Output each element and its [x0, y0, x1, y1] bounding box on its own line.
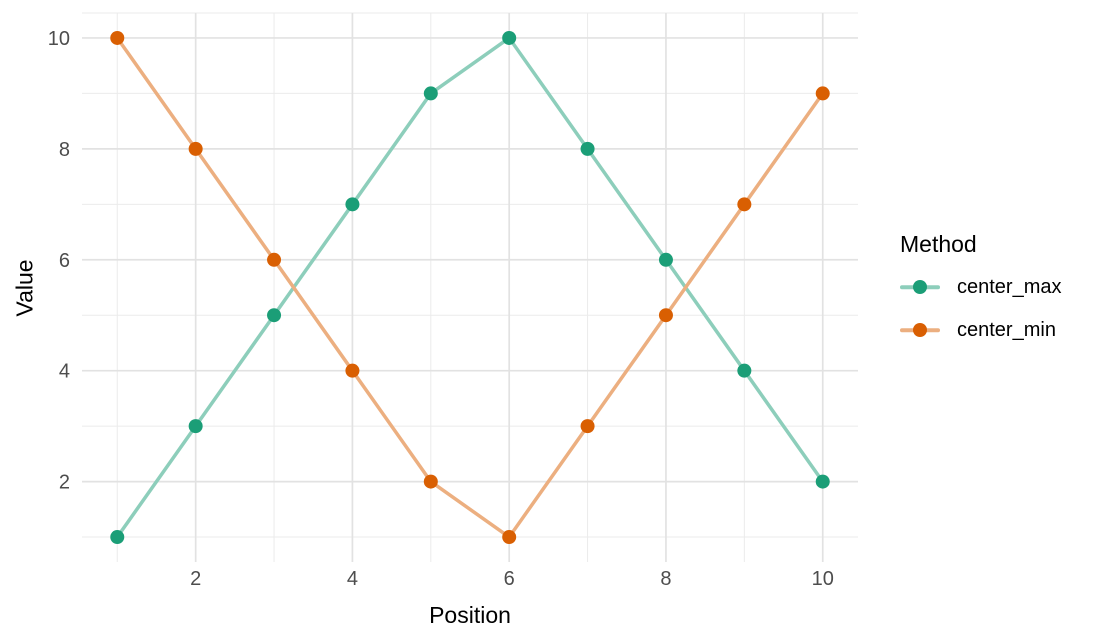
point-center_max-x9	[737, 363, 752, 378]
y-axis-title: Value	[11, 259, 38, 317]
point-center_max-x3	[267, 308, 282, 323]
x-tick-label-4: 4	[347, 568, 358, 590]
point-center_min-x8	[658, 308, 673, 323]
legend-label-center_min: center_min	[957, 318, 1056, 341]
point-center_max-x1	[110, 530, 125, 545]
x-tick-label-6: 6	[504, 568, 515, 590]
x-tick-label-2: 2	[190, 568, 201, 590]
point-center_max-x7	[580, 141, 595, 156]
point-center_min-x9	[737, 197, 752, 212]
point-center_min-x10	[815, 86, 830, 101]
point-center_max-x2	[188, 419, 203, 434]
legend-item-center_min: center_min	[900, 316, 1062, 344]
point-center_max-x4	[345, 197, 360, 212]
legend: Method center_max center_min	[900, 230, 1062, 344]
y-tick-label-8: 8	[59, 139, 70, 161]
y-tick-label-10: 10	[48, 28, 70, 50]
point-center_max-x6	[502, 30, 517, 45]
point-center_max-x8	[658, 252, 673, 267]
point-center_min-x7	[580, 419, 595, 434]
point-center_min-x2	[188, 141, 203, 156]
series-line-center_min	[115, 36, 825, 539]
point-center_max-x10	[815, 474, 830, 489]
x-tick-label-10: 10	[812, 568, 834, 590]
legend-items: center_max center_min	[900, 273, 1062, 344]
series-line-center_max	[115, 36, 825, 539]
legend-key-dot	[913, 323, 927, 337]
legend-label-center_max: center_max	[957, 275, 1062, 298]
point-center_max-x5	[423, 86, 438, 101]
point-center_min-x1	[110, 30, 125, 45]
point-center_min-x6	[502, 530, 517, 545]
point-center_min-x5	[423, 474, 438, 489]
legend-key-icon	[900, 322, 940, 338]
legend-key-dot	[913, 280, 927, 294]
y-tick-label-2: 2	[59, 472, 70, 494]
legend-item-center_max: center_max	[900, 273, 1062, 301]
point-center_min-x3	[267, 252, 282, 267]
legend-key-icon	[900, 279, 940, 295]
y-tick-label-4: 4	[59, 361, 70, 383]
x-axis-title: Position	[429, 602, 511, 628]
x-tick-label-8: 8	[660, 568, 671, 590]
legend-title: Method	[900, 231, 977, 257]
point-center_min-x4	[345, 363, 360, 378]
y-tick-label-6: 6	[59, 250, 70, 272]
